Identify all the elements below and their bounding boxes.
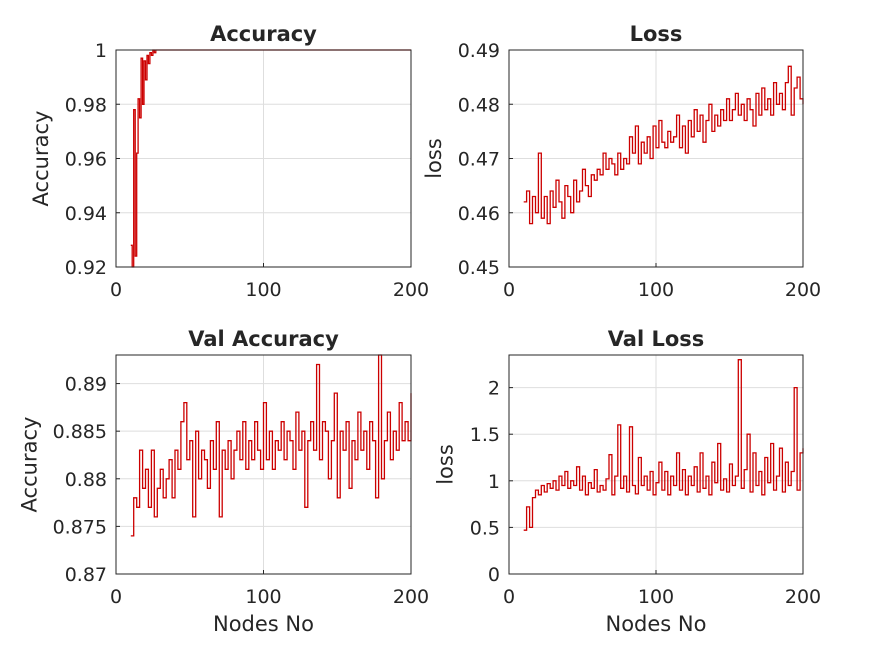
x-tick-label: 200: [785, 279, 821, 301]
y-tick-label: 1: [95, 40, 107, 62]
y-tick-label: 1.5: [470, 424, 500, 446]
y-tick-label: 1: [488, 471, 500, 493]
y-axis-label: Accuracy: [18, 417, 42, 513]
y-tick-label: 0.5: [470, 517, 500, 539]
y-tick-label: 0.98: [65, 94, 107, 116]
x-tick-label: 100: [245, 279, 281, 301]
chart-title: Val Loss: [608, 327, 705, 351]
y-tick-label: 0.87: [65, 564, 107, 586]
y-axis-label: loss: [422, 138, 446, 179]
y-tick-label: 0.49: [458, 40, 500, 62]
chart-4: 0 100 200 0 0.5 1 1.5 2 Val Loss loss Nodes No: [434, 327, 822, 636]
x-tick-label: 100: [638, 586, 674, 608]
y-axis-label: loss: [434, 444, 458, 485]
y-tick-label: 0: [488, 564, 500, 586]
x-axis-label: Nodes No: [606, 612, 707, 636]
y-tick-label: 0.48: [458, 94, 500, 116]
chart-3: 0 100 200 0.87 0.875 0.88 0.885 0.89 Val Accurac…: [18, 327, 430, 636]
x-tick-label: 0: [503, 586, 515, 608]
y-axis-label: Accuracy: [29, 111, 53, 207]
x-tick-label: 200: [785, 586, 821, 608]
y-tick-label: 0.92: [65, 257, 107, 279]
x-tick-label: 200: [393, 586, 429, 608]
y-tick-label: 0.45: [458, 257, 500, 279]
chart-1: 0 100 200 0.92 0.94 0.96 0.98 1 Accuracy Accuracy: [29, 22, 429, 301]
chart-title: Val Accuracy: [188, 327, 339, 351]
y-tick-label: 0.47: [458, 149, 500, 171]
y-tick-label: 0.94: [65, 203, 107, 225]
x-tick-label: 100: [245, 586, 281, 608]
series-line: [523, 359, 804, 531]
x-tick-label: 0: [110, 279, 122, 301]
y-tick-label: 2: [488, 378, 500, 400]
x-tick-label: 0: [110, 586, 122, 608]
series-line: [523, 65, 804, 225]
y-tick-label: 0.46: [458, 203, 500, 225]
chart-title: Accuracy: [210, 22, 317, 46]
x-axis-label: Nodes No: [213, 612, 314, 636]
y-tick-label: 0.885: [53, 421, 107, 443]
y-tick-label: 0.875: [53, 516, 107, 538]
y-tick-label: 0.88: [65, 469, 107, 491]
x-tick-label: 0: [503, 279, 515, 301]
series-line: [130, 354, 412, 537]
y-tick-label: 0.96: [65, 149, 107, 171]
x-tick-label: 200: [393, 279, 429, 301]
chart-2: 0 100 200 0.45 0.46 0.47 0.48 0.49 Loss loss: [422, 22, 821, 301]
x-tick-label: 100: [638, 279, 674, 301]
y-tick-label: 0.89: [65, 374, 107, 396]
chart-title: Loss: [630, 22, 683, 46]
